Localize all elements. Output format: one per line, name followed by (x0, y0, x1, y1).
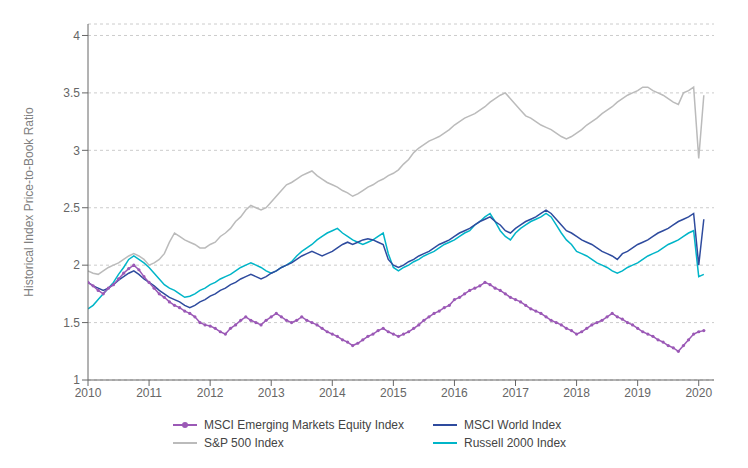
svg-text:2017: 2017 (502, 386, 529, 400)
svg-text:2016: 2016 (441, 386, 468, 400)
svg-text:2.5: 2.5 (63, 201, 80, 215)
svg-text:2018: 2018 (563, 386, 590, 400)
svg-text:Historical Index Price-to-Book: Historical Index Price-to-Book Ratio (22, 107, 36, 297)
svg-text:2019: 2019 (624, 386, 651, 400)
html-text:S&P 500 Index: S&P 500 Index (203, 436, 284, 450)
svg-text:2: 2 (73, 258, 80, 272)
svg-text:2013: 2013 (258, 386, 285, 400)
svg-text:2015: 2015 (380, 386, 407, 400)
html-text:Russell 2000 Index: Russell 2000 Index (464, 436, 567, 450)
svg-text:2020: 2020 (685, 386, 712, 400)
svg-text:3: 3 (73, 144, 80, 158)
svg-text:1: 1 (73, 373, 80, 387)
html-text:MSCI Emerging Markets Equity I: MSCI Emerging Markets Equity Index (203, 418, 404, 432)
html-text:MSCI World Index: MSCI World Index (464, 418, 562, 432)
svg-text:4: 4 (73, 29, 80, 43)
svg-text:2014: 2014 (319, 386, 346, 400)
svg-text:2010: 2010 (75, 386, 102, 400)
svg-text:2012: 2012 (197, 386, 224, 400)
svg-text:2011: 2011 (136, 386, 162, 400)
svg-text:3.5: 3.5 (63, 86, 80, 100)
svg-text:1.5: 1.5 (63, 316, 80, 330)
